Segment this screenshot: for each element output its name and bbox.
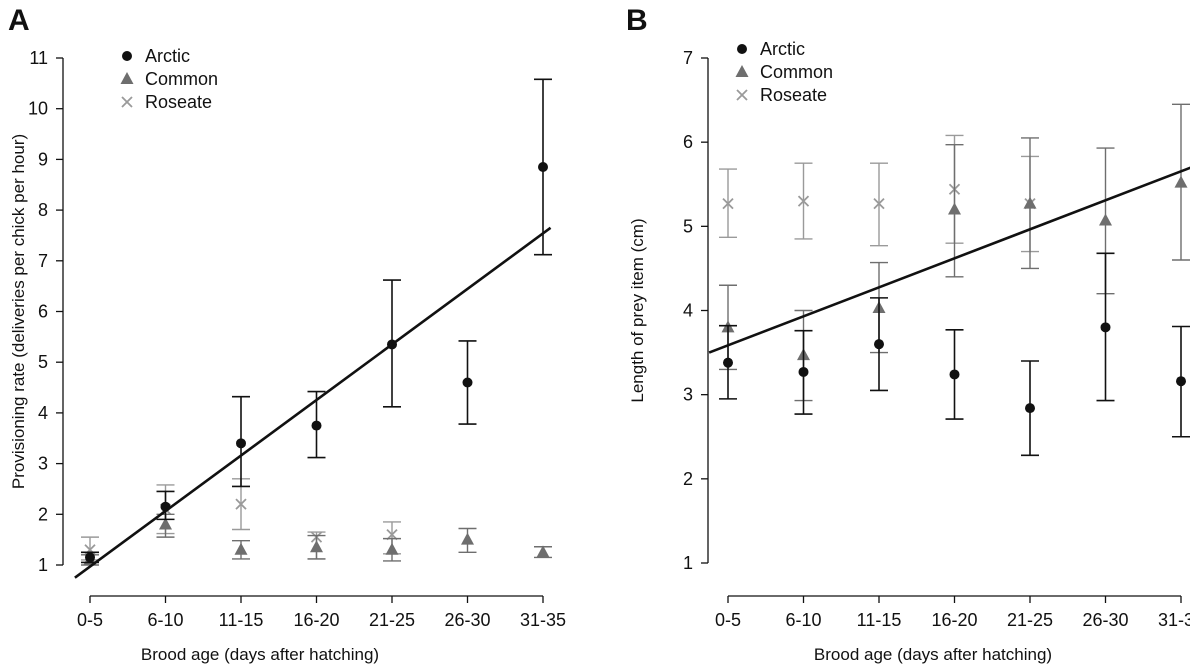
data-point [462,377,473,388]
data-point [461,532,474,545]
y-tick-label: 2 [38,504,48,524]
y-axis-title: Provisioning rate (deliveries per chick … [9,134,28,489]
data-point [1174,175,1188,188]
data-point [234,542,248,555]
y-tick-label: 4 [38,403,48,423]
data-point [874,339,884,350]
x-tick-label: 11-15 [219,610,264,630]
panel-letter: B [626,4,648,37]
series-arctic [81,78,552,564]
x-tick-label: 16-20 [931,610,977,630]
legend-label: Common [145,69,218,89]
x-tick-label: 16-20 [293,610,339,630]
legend-label: Arctic [760,39,805,59]
y-tick-label: 3 [38,454,48,474]
x-tick-label: 31-35 [520,610,566,630]
y-tick-label: 3 [683,385,693,405]
y-tick-label: 2 [683,469,693,489]
series-roseate [719,134,1039,253]
x-tick-label: 21-25 [369,610,415,630]
data-point [948,202,961,215]
y-axis-title: Length of prey item (cm) [628,218,647,402]
legend-marker-arctic [737,44,747,54]
legend-marker-common [120,72,134,84]
y-tick-label: 11 [29,48,48,68]
y-tick-label: 1 [683,553,693,573]
x-tick-label: 0-5 [715,610,741,630]
x-tick-label: 11-15 [857,610,902,630]
series-arctic [719,252,1190,457]
data-point [797,195,810,207]
y-tick-label: 5 [38,352,48,372]
data-point [1099,213,1112,226]
data-point [723,357,733,368]
panel-A: A 1 2 3 4 5 6 7 8 9 10 11 0-5 6-10 11-15 16-20 21-25 26-3… [8,4,566,664]
data-point [85,552,95,563]
data-point [949,369,960,380]
x-tick-label: 31-35 [1158,610,1190,630]
data-point [310,540,323,553]
data-point [798,366,809,377]
data-point [1176,376,1186,387]
y-tick-label: 7 [683,48,693,68]
x-tick-label: 26-30 [444,610,490,630]
data-point [538,162,548,173]
data-point [536,545,550,558]
x-tick-label: 26-30 [1082,610,1128,630]
panel-letter: A [8,4,30,37]
data-point [722,197,734,210]
x-tick-label: 6-10 [785,610,821,630]
data-point [1023,196,1037,209]
y-tick-label: 6 [38,302,48,322]
y-tick-label: 4 [683,301,693,321]
legend-marker-roseate [121,96,133,108]
data-point [1100,322,1111,333]
data-point [235,498,247,510]
legend-label: Roseate [760,85,827,105]
y-tick-label: 10 [28,99,48,119]
legend: Arctic Common Roseate [120,46,218,112]
legend-marker-roseate [736,89,748,101]
legend-label: Common [760,62,833,82]
data-point [385,542,399,555]
trend-line [708,166,1190,354]
y-tick-label: 6 [683,132,693,152]
data-point [1025,403,1035,414]
data-point [386,528,398,541]
y-tick-label: 1 [38,555,48,575]
y-tick-label: 5 [683,216,693,236]
y-tick-label: 8 [38,200,48,220]
legend-marker-common [735,65,749,77]
data-point [236,438,246,449]
legend-label: Roseate [145,92,212,112]
x-axis-title: Brood age (days after hatching) [141,645,379,664]
x-axis-title: Brood age (days after hatching) [814,645,1052,664]
y-tick-label: 7 [38,251,48,271]
trend-line [74,226,552,579]
data-point [159,517,172,530]
x-tick-label: 6-10 [147,610,183,630]
panel-B: B 1 2 3 4 5 6 7 0-5 6-10 11-15 16-20 21-25 26-30 31-35… [626,4,1190,664]
data-point [873,197,885,210]
data-point [311,420,322,431]
legend: Arctic Common Roseate [735,39,833,105]
legend-marker-arctic [122,51,132,61]
x-tick-label: 21-25 [1007,610,1053,630]
y-tick-label: 9 [38,149,48,169]
x-tick-label: 0-5 [77,610,103,630]
legend-label: Arctic [145,46,190,66]
